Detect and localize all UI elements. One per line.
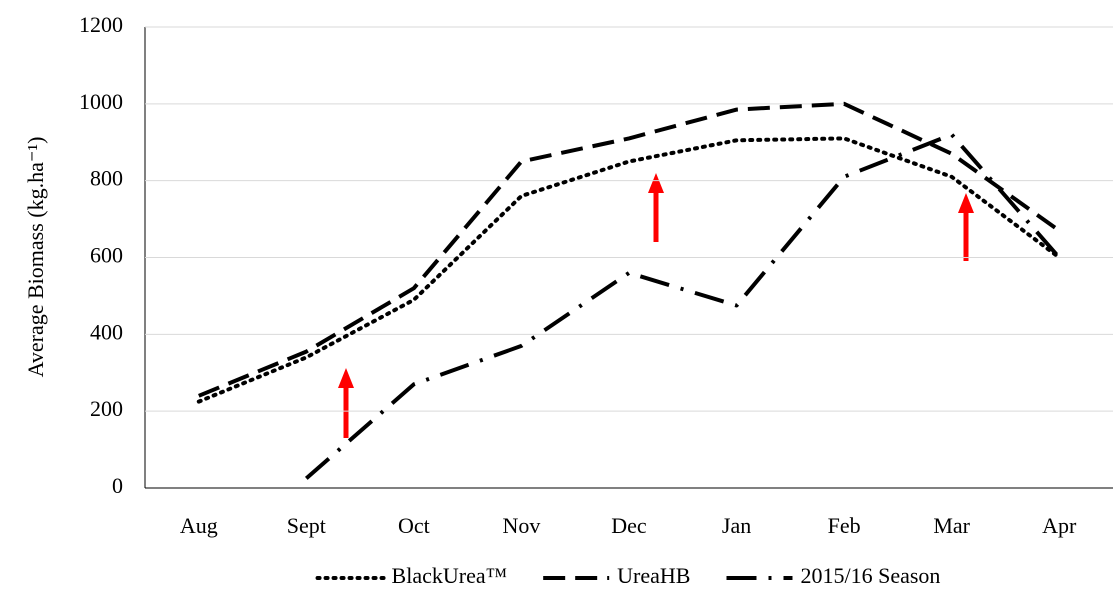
legend-label: 2015/16 Season xyxy=(800,563,940,588)
x-tick-label: Aug xyxy=(180,513,218,538)
y-axis-label: Average Biomass (kg.ha⁻¹) xyxy=(23,137,48,378)
y-tick-label: 600 xyxy=(90,243,123,268)
arrow-head xyxy=(958,193,974,213)
x-tick-label: Apr xyxy=(1042,513,1077,538)
y-tick-label: 800 xyxy=(90,166,123,191)
x-tick-label: Dec xyxy=(611,513,647,538)
legend: BlackUrea™ UreaHB 2015/16 Season xyxy=(315,563,940,588)
legend-label: UreaHB xyxy=(617,563,690,588)
x-tick-label: Sept xyxy=(287,513,326,538)
x-tick-label: Oct xyxy=(398,513,430,538)
series-line xyxy=(198,101,1061,398)
y-tick-label: 400 xyxy=(90,319,123,344)
series-line xyxy=(304,132,1061,480)
x-tick-label: Jan xyxy=(722,513,751,538)
y-tick-label: 1200 xyxy=(79,12,123,37)
series-line xyxy=(196,136,1062,404)
annotation-arrows xyxy=(338,173,974,438)
y-tick-label: 200 xyxy=(90,396,123,421)
legend-label: BlackUrea™ xyxy=(392,563,508,588)
y-tick-label: 1000 xyxy=(79,89,123,114)
x-tick-label: Nov xyxy=(502,513,540,538)
y-tick-label: 0 xyxy=(112,473,123,498)
arrow-head xyxy=(338,368,354,388)
arrow-head xyxy=(648,173,664,193)
x-tick-label: Mar xyxy=(933,513,970,538)
x-tick-label: Feb xyxy=(828,513,861,538)
